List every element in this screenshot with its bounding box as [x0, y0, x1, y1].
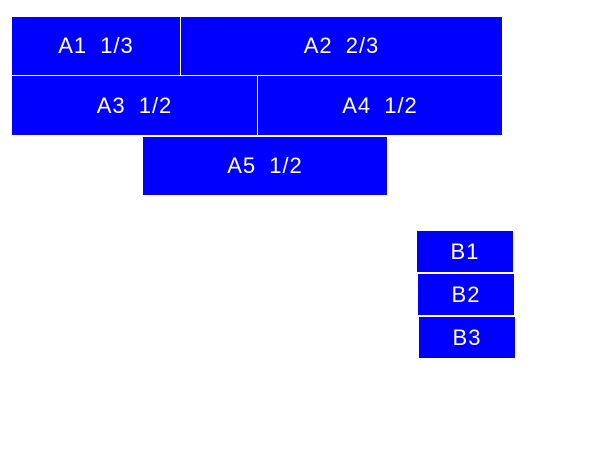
- box-b3: B3: [419, 317, 515, 358]
- box-b1-label: B1: [450, 238, 480, 264]
- box-b1: B1: [417, 231, 513, 272]
- box-a4-label: A4 1/2: [342, 92, 418, 118]
- box-a1-label: A1 1/3: [58, 33, 134, 58]
- box-a2: A2 2/3: [181, 17, 502, 75]
- box-a4: A4 1/2: [258, 76, 502, 135]
- box-b2-label: B2: [451, 281, 481, 307]
- box-b2: B2: [418, 274, 514, 315]
- box-a3: A3 1/2: [12, 76, 257, 135]
- box-b3-label: B3: [452, 324, 482, 350]
- box-a2-label: A2 2/3: [303, 33, 380, 58]
- box-a5-label: A5 1/2: [227, 153, 303, 178]
- box-a1: A1 1/3: [12, 17, 180, 75]
- box-a5: A5 1/2: [143, 137, 387, 195]
- box-a3-label: A3 1/2: [96, 92, 173, 118]
